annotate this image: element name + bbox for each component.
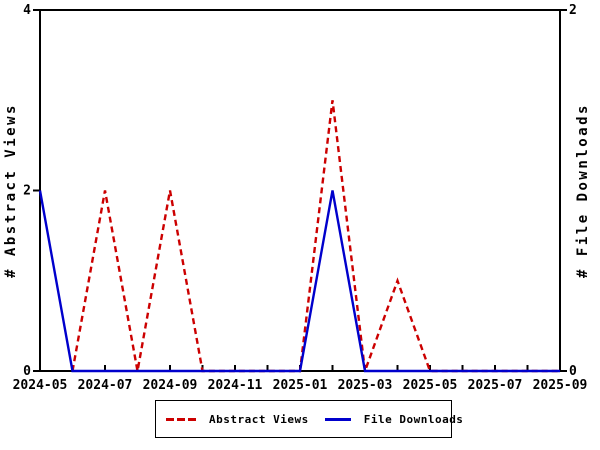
file-downloads-legend-swatch <box>324 417 351 421</box>
abstract-views-line <box>71 100 560 373</box>
abstract-views-legend-label: Abstract Views <box>209 412 309 426</box>
file-downloads-line <box>38 190 560 373</box>
right-axis-title: # File Downloads <box>575 103 591 278</box>
left-axis-tick-label: 2 <box>23 184 31 199</box>
x-tick-label: 2025-07 <box>468 378 523 393</box>
left-axis-tick-label: 4 <box>23 3 31 18</box>
file-downloads-legend-label: File Downloads <box>363 412 464 426</box>
chart-legend: Abstract Views File Downloads <box>155 400 463 438</box>
right-axis-tick-label: 0 <box>569 364 577 379</box>
plot-frame <box>39 9 561 372</box>
x-tick-label: 2024-05 <box>13 378 68 393</box>
right-axis-tick-label: 2 <box>569 3 577 18</box>
x-tick-label: 2025-09 <box>533 378 588 393</box>
x-tick-label: 2025-03 <box>338 378 393 393</box>
x-tick-label: 2024-11 <box>208 378 263 393</box>
abstract-views-legend-swatch <box>166 417 196 421</box>
left-axis-title: # Abstract Views <box>3 103 19 278</box>
x-tick-label: 2025-05 <box>403 378 458 393</box>
x-tick-label: 2024-07 <box>78 378 133 393</box>
left-axis-tick-label: 0 <box>23 364 31 379</box>
x-tick-label: 2024-09 <box>143 378 198 393</box>
x-tick-label: 2025-01 <box>273 378 328 393</box>
